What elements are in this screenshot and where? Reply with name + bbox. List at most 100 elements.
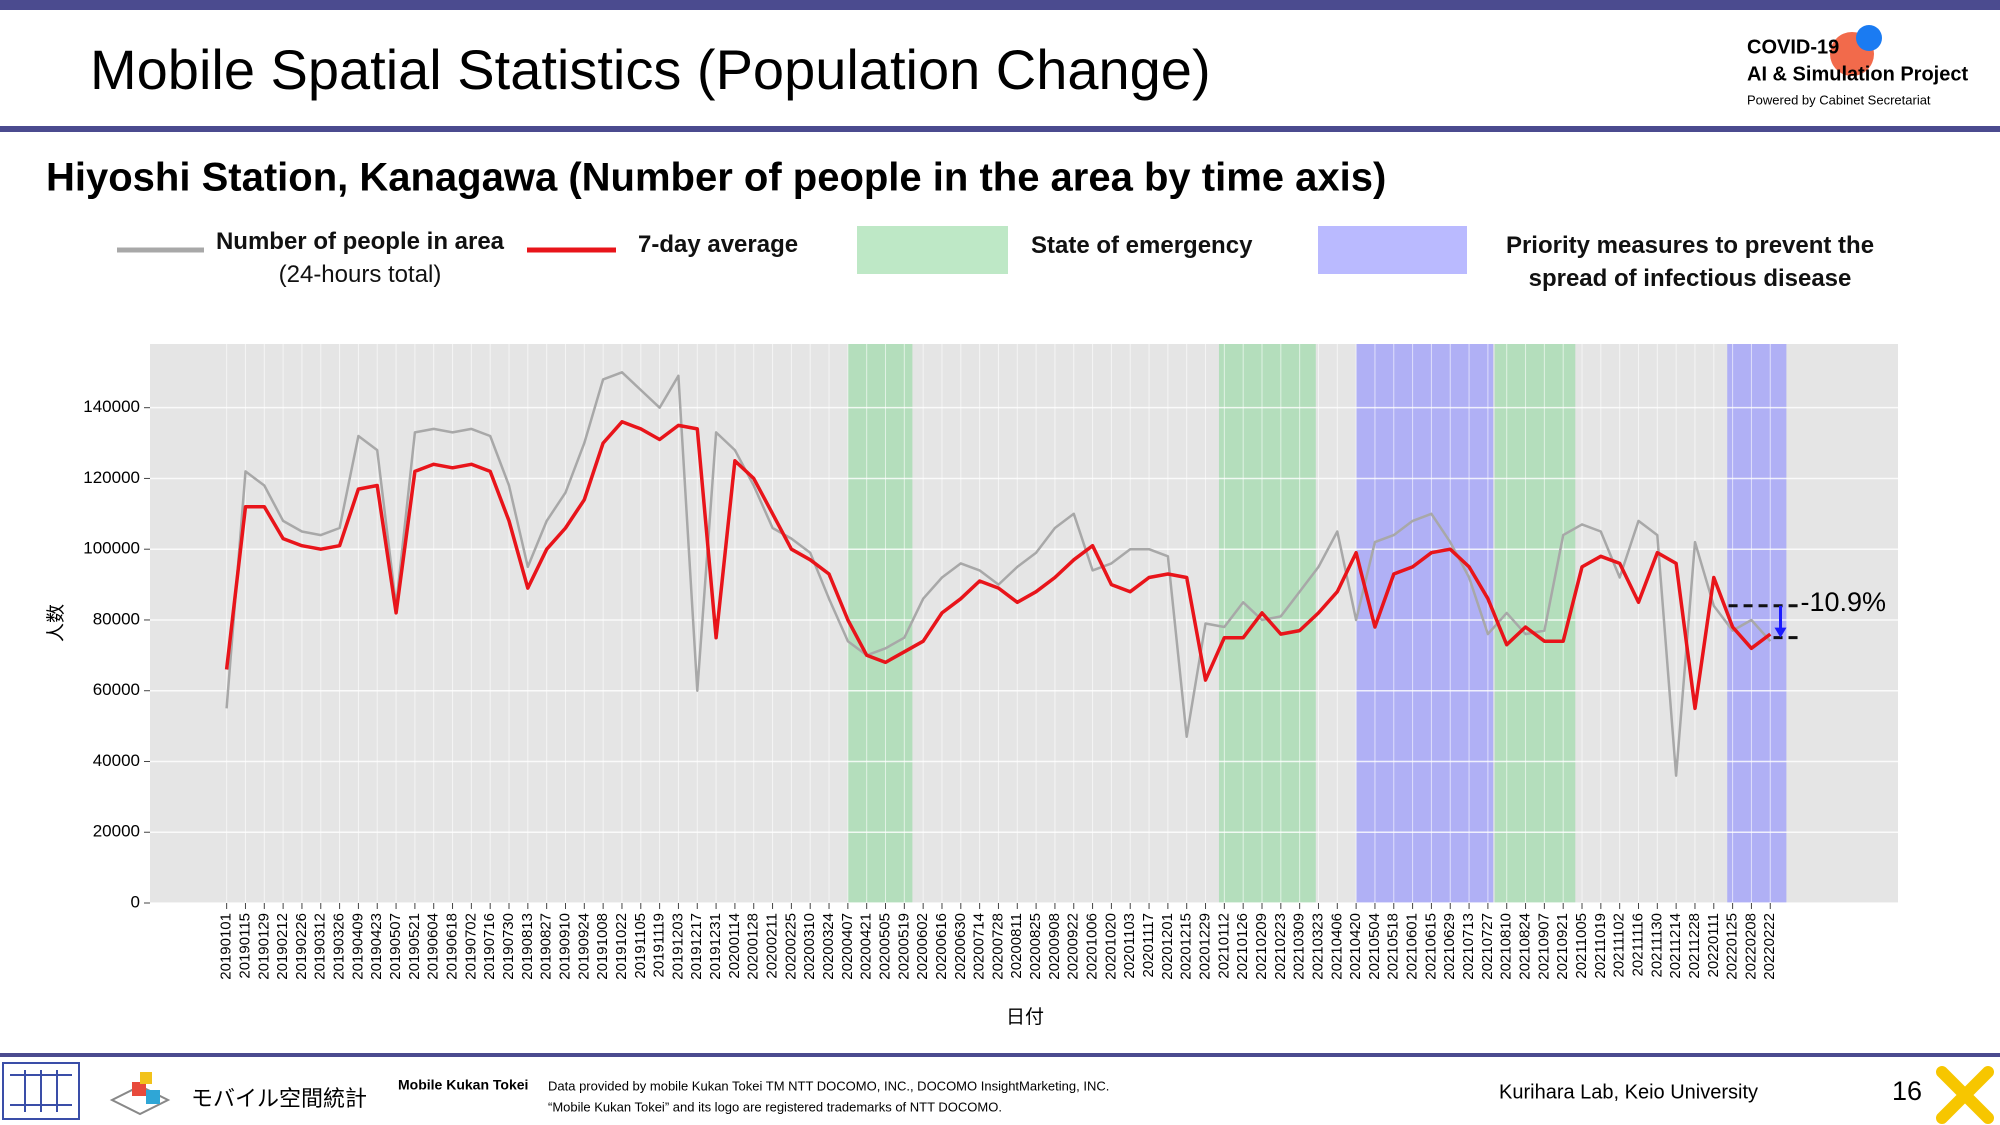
x-tick-label: 20190409 — [349, 913, 366, 980]
y-tick-label: 0 — [131, 892, 140, 911]
x-tick-label: 20191105 — [632, 913, 649, 979]
x-tick-label: 20190129 — [255, 913, 272, 980]
x-tick-label: 20200310 — [801, 913, 818, 980]
x-tick-label: 20200225 — [782, 913, 799, 980]
docomo-logo — [109, 1072, 171, 1116]
x-tick-label: 20211005 — [1573, 913, 1590, 979]
x-tick-label: 20211214 — [1667, 913, 1684, 979]
x-tick-label: 20200114 — [726, 913, 743, 979]
x-tick-label: 20210309 — [1291, 913, 1308, 980]
x-tick-label: 20210126 — [1234, 913, 1251, 980]
x-tick-label: 20200324 — [820, 913, 837, 980]
x-tick-label: 20201103 — [1121, 913, 1138, 979]
x-tick-label: 20210323 — [1309, 913, 1326, 980]
footer-logo-text: モバイル空間統計 — [191, 1086, 367, 1111]
x-tick-label: 20210727 — [1479, 913, 1496, 980]
x-tick-label: 20211228 — [1686, 913, 1703, 979]
x-tick-label: 20190813 — [519, 913, 536, 980]
x-tick-label: 20200519 — [895, 913, 912, 980]
x-tick-label: 20190604 — [425, 913, 442, 980]
footer-brand: Mobile Kukan Tokei — [398, 1077, 528, 1093]
x-logo — [1936, 1066, 1994, 1124]
y-axis-label: 人数 — [45, 604, 67, 642]
legend-text: State of emergency — [1031, 232, 1253, 259]
x-tick-label: 20190521 — [406, 913, 423, 980]
logo-cube — [146, 1090, 160, 1104]
x-tick-label: 20201215 — [1178, 913, 1195, 980]
x-tick-label: 20210406 — [1328, 913, 1345, 980]
y-tick-label: 80000 — [93, 609, 140, 628]
footer-rule — [0, 1053, 2000, 1057]
logo-cube — [132, 1082, 146, 1096]
x-tick-label: 20210601 — [1404, 913, 1421, 980]
x-tick-label: 20200922 — [1065, 913, 1082, 980]
plot-background — [150, 344, 1898, 903]
x-tick-label: 20191008 — [594, 913, 611, 980]
logo-dot — [1856, 25, 1882, 51]
x-tick-label: 20200421 — [858, 913, 875, 980]
series-line — [224, 420, 1772, 711]
period-band — [1356, 344, 1494, 903]
x-tick-label: 20190115 — [236, 913, 253, 979]
y-tick-label: 40000 — [93, 751, 140, 770]
x-tick-label: 20210504 — [1366, 913, 1383, 980]
footer-credit: “Mobile Kukan Tokei” and its logo are re… — [548, 1099, 1002, 1114]
x-tick-label: 20191231 — [707, 913, 724, 980]
annotation-text: -10.9% — [1800, 587, 1886, 617]
lab-logo-frame — [2, 1062, 80, 1120]
legend-text: Priority measures to prevent the spread … — [1505, 232, 1875, 292]
x-tick-label: 20190226 — [293, 913, 310, 980]
x-tick-label: 20200908 — [1046, 913, 1063, 980]
x-tick-label: 20201201 — [1159, 913, 1176, 980]
footer-credit: Data provided by mobile Kukan Tokei TM N… — [548, 1078, 1109, 1093]
x-tick-label: 20201229 — [1196, 913, 1213, 980]
x-tick-label: 20200630 — [952, 913, 969, 980]
x-tick-label: 20190910 — [556, 913, 573, 980]
x-tick-label: 20190507 — [387, 913, 404, 980]
x-tick-label: 20201117 — [1140, 913, 1157, 978]
x-tick-label: 20211102 — [1611, 913, 1628, 978]
x-tick-label: 20210420 — [1347, 913, 1364, 980]
x-tick-label: 20220125 — [1724, 913, 1741, 980]
x-tick-label: 20210824 — [1517, 913, 1534, 980]
x-tick-label: 20210629 — [1441, 913, 1458, 980]
top-bar — [0, 0, 2000, 10]
x-tick-label: 20190716 — [481, 913, 498, 980]
x-tick-label: 20200602 — [914, 913, 931, 980]
x-tick-label: 20210615 — [1422, 913, 1439, 980]
y-tick-label: 60000 — [93, 680, 140, 699]
x-tick-label: 20210921 — [1554, 913, 1571, 980]
x-tick-label: 20191203 — [669, 913, 686, 980]
legend-label: Number of people in area (24-hours total… — [190, 225, 530, 291]
x-tick-label: 20200825 — [1027, 913, 1044, 980]
period-band — [1494, 344, 1576, 903]
x-tick-label: 20210209 — [1253, 913, 1270, 980]
footer-lab: Kurihara Lab, Keio University — [1499, 1081, 1758, 1103]
x-tick-label: 20220111 — [1705, 913, 1722, 978]
x-tick-label: 20190312 — [312, 913, 329, 980]
lab-logo-lines — [10, 1070, 72, 1112]
lab-logo — [2, 1062, 80, 1120]
x-tick-label: 20211116 — [1629, 913, 1646, 976]
x-tick-label: 20190423 — [368, 913, 385, 980]
series-line — [225, 371, 1772, 777]
logo-text: Powered by Cabinet Secretariat — [1747, 92, 1931, 107]
y-tick-label: 140000 — [83, 397, 140, 416]
slide-title: Mobile Spatial Statistics (Population Ch… — [90, 38, 1211, 101]
x-tick-label: 20210112 — [1215, 913, 1232, 979]
title-rule — [0, 126, 2000, 132]
x-tick-label: 20200407 — [839, 913, 856, 980]
x-tick-label: 20210518 — [1385, 913, 1402, 980]
y-tick-label: 20000 — [93, 822, 140, 841]
x-tick-label: 20220208 — [1742, 913, 1759, 980]
logo-cube — [140, 1072, 152, 1084]
x-tick-label: 20190618 — [444, 913, 461, 980]
logo-text: AI & Simulation Project — [1747, 63, 1968, 85]
x-tick-label: 20190730 — [500, 913, 517, 980]
x-tick-label: 20191119 — [651, 913, 668, 978]
chart-title: Hiyoshi Station, Kanagawa (Number of peo… — [46, 156, 1386, 200]
period-band — [1218, 344, 1316, 903]
x-tick-label: 20211019 — [1592, 913, 1609, 979]
